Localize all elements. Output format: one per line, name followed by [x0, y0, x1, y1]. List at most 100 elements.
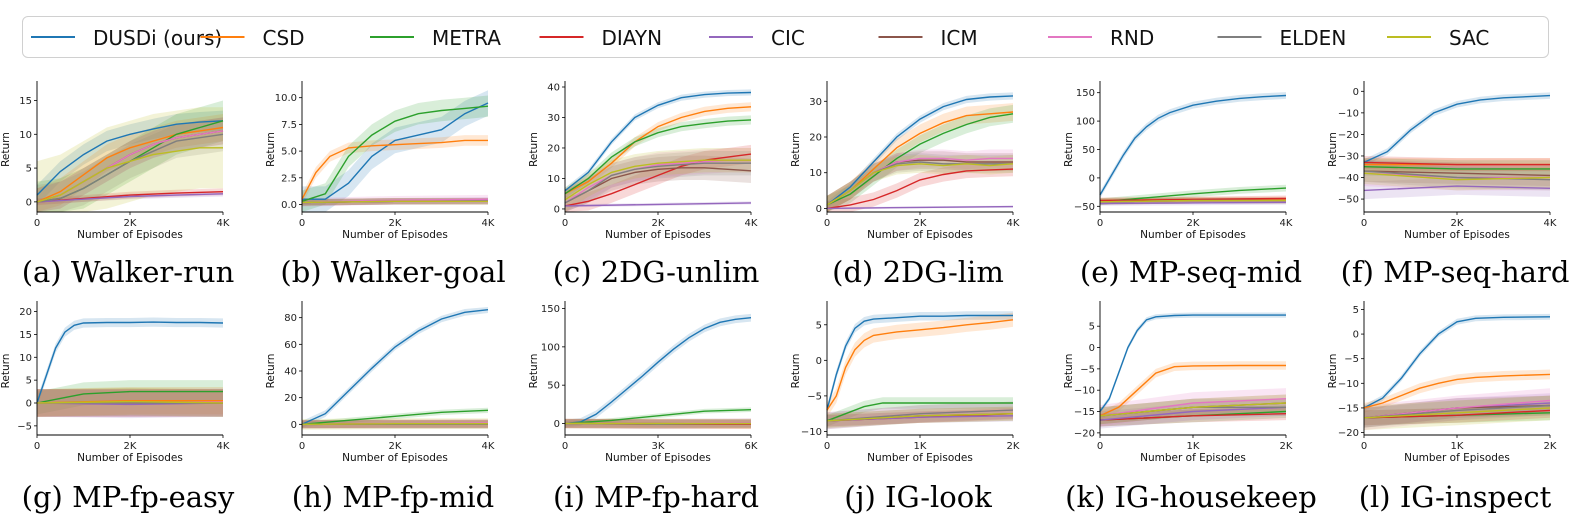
legend-box: DUSDi (ours) CSD METRA DIAYN CIC ICM RND ELDEN S… — [22, 16, 1549, 58]
y-tick-label: 0 — [291, 420, 297, 431]
y-tick-label: 150 — [541, 304, 560, 315]
series-line — [826, 113, 1014, 206]
x-tick-label: 2K — [1187, 218, 1200, 229]
series-band — [827, 151, 1013, 212]
subplot: −10 −5 0 5 0 1K 2K Number of Episodes Return (j) … — [790, 301, 1020, 514]
series-line — [36, 120, 224, 196]
series-line — [564, 153, 752, 207]
subplot: 0 50 100 150 0 3K 6K Number of Episodes Return (i… — [528, 301, 759, 514]
series-line — [1099, 187, 1287, 203]
x-tick-label: 6K — [745, 441, 758, 452]
series-line — [826, 95, 1014, 206]
y-tick-label: 10 — [547, 174, 560, 185]
y-tick-label: 0 — [26, 197, 32, 208]
series-line — [564, 409, 752, 425]
y-tick-label: −5 — [807, 391, 822, 402]
y-tick-label: 7.5 — [281, 120, 297, 131]
y-tick-label: 40 — [284, 367, 297, 378]
series-line — [826, 314, 1013, 411]
series-line — [1363, 170, 1551, 177]
series-line — [564, 202, 752, 207]
x-axis-label: Number of Episodes — [342, 229, 448, 241]
series-line — [1099, 398, 1287, 417]
series-line — [36, 147, 223, 203]
y-tick-label: 0 — [816, 356, 822, 367]
x-tick-label: 0 — [562, 441, 568, 452]
x-tick-label: 4K — [482, 218, 495, 229]
x-tick-label: 2K — [389, 218, 402, 229]
y-tick-label: −15 — [1338, 403, 1359, 414]
series-line — [826, 205, 1014, 210]
subplot-caption: (h) MP-fp-mid — [292, 480, 494, 514]
y-axis-label: Return — [790, 132, 802, 167]
series-band — [302, 90, 488, 212]
y-tick-label: −5 — [17, 421, 32, 432]
series-band — [1364, 369, 1550, 413]
series-line — [1099, 197, 1287, 202]
y-tick-label: −10 — [1074, 386, 1095, 397]
legend-label: SAC — [1449, 26, 1489, 50]
y-tick-label: 15 — [19, 330, 32, 341]
x-axis-label: Number of Episodes — [605, 229, 711, 241]
x-tick-label: 2K — [1280, 441, 1293, 452]
y-tick-label: 40 — [547, 83, 560, 94]
y-axis-label: Return — [1063, 354, 1075, 389]
series-line — [826, 111, 1014, 206]
series-line — [564, 162, 751, 204]
x-tick-label: 2K — [1451, 218, 1464, 229]
y-tick-label: 20 — [284, 393, 297, 404]
y-tick-label: 0 — [554, 204, 560, 215]
x-axis-label: Number of Episodes — [1140, 452, 1246, 464]
subplot: 0 5 10 15 0 2K 4K Number of Episodes Return (a) W… — [0, 81, 234, 289]
legend-entry: CIC — [709, 26, 805, 50]
y-tick-label: 5 — [816, 320, 822, 331]
subplot: 0 10 20 30 0 2K 4K Number of Episodes Return (d) … — [790, 81, 1020, 289]
x-axis-label: Number of Episodes — [867, 452, 973, 464]
x-axis-label: Number of Episodes — [605, 452, 711, 464]
series-band — [37, 380, 223, 415]
y-axis-label: Return — [265, 132, 277, 167]
y-tick-label: 0 — [554, 419, 560, 430]
series-line — [1363, 161, 1550, 166]
series-line — [1099, 314, 1286, 412]
y-tick-label: 0.0 — [281, 200, 297, 211]
series-band — [827, 149, 1013, 212]
x-axis-label: Number of Episodes — [342, 452, 448, 464]
series-line — [1099, 199, 1286, 203]
y-tick-label: 0 — [816, 204, 822, 215]
subplot-caption: (b) Walker-goal — [280, 255, 505, 289]
subplot-caption: (k) IG-housekeep — [1065, 480, 1317, 514]
legend-entry: METRA — [370, 26, 501, 50]
series-line — [826, 413, 1014, 422]
y-tick-label: −20 — [1074, 428, 1095, 439]
x-axis-label: Number of Episodes — [1140, 229, 1246, 241]
series-line — [1363, 166, 1550, 170]
subplot-caption: (c) 2DG-unlim — [553, 255, 760, 289]
y-axis-label: Return — [0, 354, 12, 389]
x-tick-label: 0 — [824, 441, 830, 452]
series-line — [564, 317, 752, 425]
subplot-caption: (g) MP-fp-easy — [22, 480, 235, 514]
series-line — [1363, 409, 1551, 419]
y-tick-label: −10 — [1338, 379, 1359, 390]
x-tick-label: 0 — [34, 218, 40, 229]
y-tick-label: −50 — [1338, 195, 1359, 206]
series-line — [1363, 170, 1551, 181]
y-tick-label: 100 — [541, 342, 560, 353]
legend-label: METRA — [432, 26, 501, 50]
legend-label: RND — [1110, 26, 1154, 50]
x-tick-label: 0 — [1097, 218, 1103, 229]
y-tick-label: −20 — [1338, 428, 1359, 439]
y-tick-label: −40 — [1338, 173, 1359, 184]
legend-entry: CSD — [200, 26, 305, 50]
y-tick-label: −20 — [1338, 130, 1359, 141]
subplot-caption: (l) IG-inspect — [1359, 480, 1552, 514]
y-axis-label: Return — [1063, 132, 1075, 167]
x-tick-label: 0 — [824, 218, 830, 229]
y-axis-label: Return — [528, 354, 540, 389]
x-tick-label: 4K — [482, 441, 495, 452]
subplot-caption: (i) MP-fp-hard — [553, 480, 759, 514]
y-tick-label: 10 — [19, 353, 32, 364]
